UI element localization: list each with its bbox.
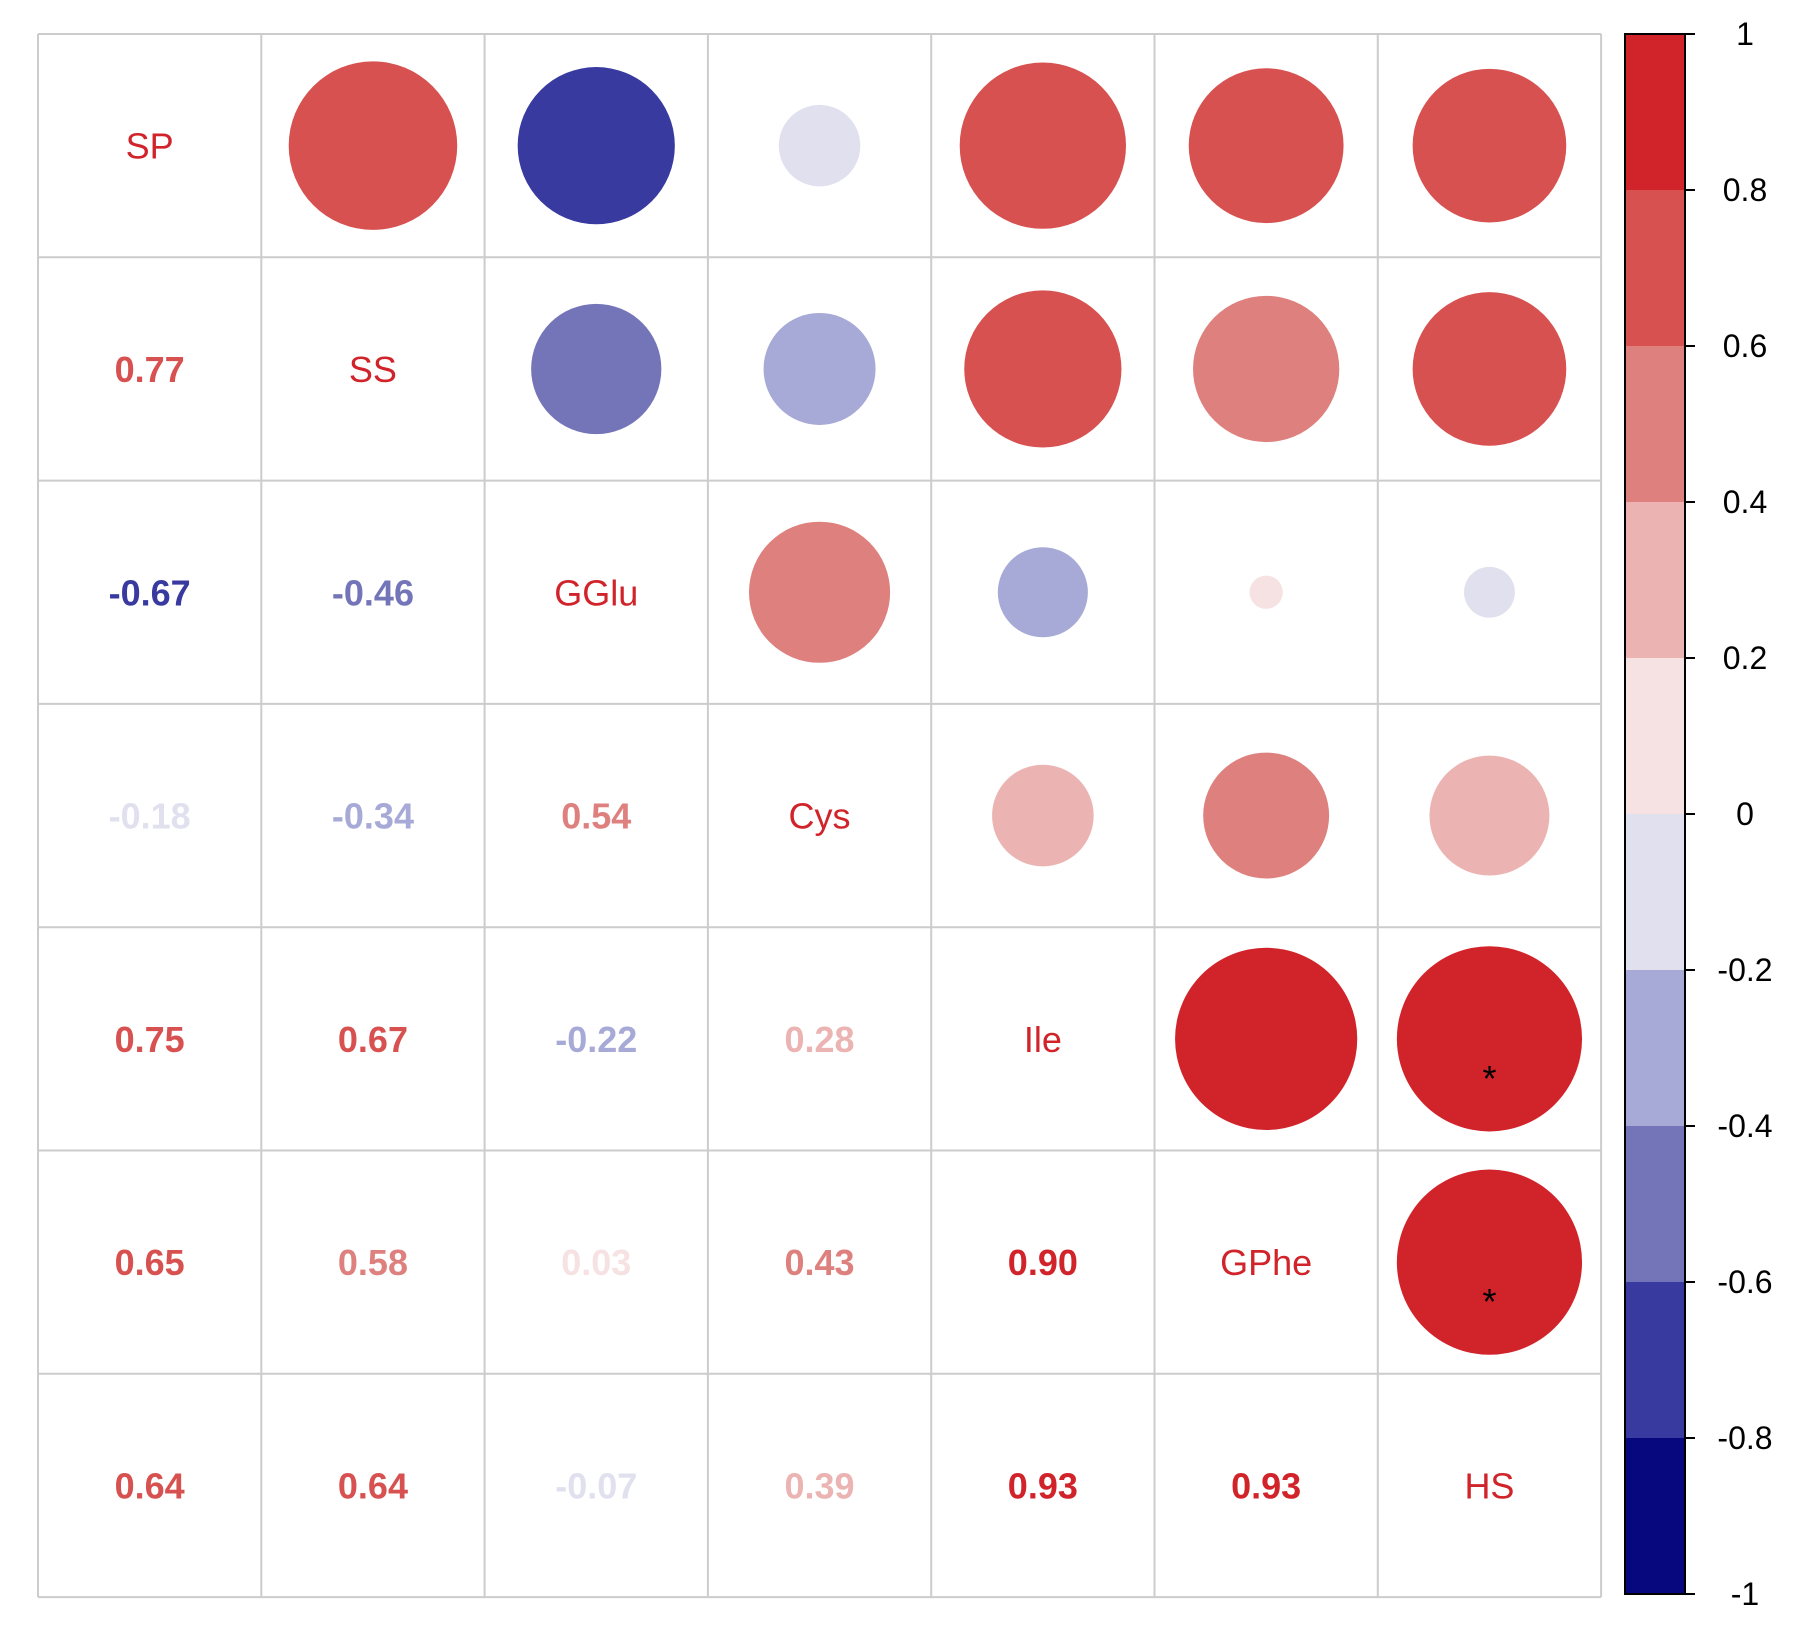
correlation-circle (1464, 566, 1515, 618)
correlation-circle (288, 61, 458, 230)
coefficient-label: -0.22 (555, 1019, 637, 1060)
variable-label-ile: Ile (1024, 1019, 1062, 1060)
coefficient-label: 0.58 (338, 1242, 408, 1283)
variable-label-ss: SS (349, 349, 397, 390)
coefficient-label: -0.46 (332, 572, 414, 613)
coefficient-label: -0.18 (109, 796, 191, 837)
colorbar-tick-label: -0.2 (1717, 952, 1772, 988)
correlation-circle (997, 547, 1088, 638)
correlation-circle (964, 290, 1122, 448)
colorbar-tick-label: 0 (1736, 796, 1754, 832)
colorbar-tick-label: 0.6 (1723, 328, 1767, 364)
coefficient-label: 0.67 (338, 1019, 408, 1060)
coefficient-label: 0.77 (115, 349, 185, 390)
variable-label-hs: HS (1464, 1465, 1514, 1506)
coefficient-label: 0.28 (785, 1019, 855, 1060)
colorbar-tick-label: 1 (1736, 16, 1754, 52)
coefficient-label: -0.67 (109, 572, 191, 613)
correlation-circle (517, 67, 675, 225)
significance-star: * (1482, 1281, 1496, 1322)
variable-label-gphe: GPhe (1220, 1242, 1312, 1283)
coefficient-label: 0.64 (115, 1465, 185, 1506)
colorbar-bin (1625, 502, 1685, 658)
colorbar-tick-label: 0.8 (1723, 172, 1767, 208)
correlation-circle (1396, 1169, 1583, 1355)
colorbar-tick-label: -0.6 (1717, 1264, 1772, 1300)
correlation-circle (1193, 295, 1340, 443)
coefficient-label: -0.07 (555, 1465, 637, 1506)
correlation-circle (763, 312, 876, 425)
colorbar-bin (1625, 970, 1685, 1126)
variable-label-cys: Cys (789, 796, 851, 837)
coefficient-label: 0.90 (1008, 1242, 1078, 1283)
coefficient-label: 0.39 (785, 1465, 855, 1506)
colorbar: 1 0.8 0.6 0.4 0.2 0 -0.2 -0.4 -0.6 -0.8 -1 (1624, 16, 1773, 1612)
colorbar-tick-label: 0.2 (1723, 640, 1767, 676)
variable-label-sp: SP (126, 126, 174, 167)
coefficient-label: 0.75 (115, 1019, 185, 1060)
colorbar-bin (1625, 34, 1685, 190)
variable-label-gglu: GGlu (554, 572, 638, 613)
correlation-circle (1249, 575, 1283, 609)
correlation-circle (1412, 68, 1567, 223)
correlation-circle (1203, 752, 1330, 879)
correlation-circle (1429, 755, 1550, 876)
correlation-circle (1396, 946, 1583, 1132)
coefficient-label: -0.34 (332, 796, 414, 837)
coefficient-label: 0.64 (338, 1465, 408, 1506)
coefficient-label: 0.93 (1231, 1465, 1301, 1506)
correlation-circle (748, 521, 891, 663)
coefficient-label: 0.65 (115, 1242, 185, 1283)
colorbar-bin (1625, 1282, 1685, 1438)
colorbar-tick-label: -0.8 (1717, 1420, 1772, 1456)
colorbar-tick-label: -1 (1731, 1576, 1759, 1612)
correlation-circle (992, 764, 1094, 867)
coefficient-label: 0.43 (785, 1242, 855, 1283)
correlation-circle (959, 62, 1127, 229)
matrix-cells: SP 0.77 SS -0.67 -0.46 GGlu -0.18 -0.34 0.54 Cys 0… (109, 61, 1583, 1506)
colorbar-bin (1625, 346, 1685, 502)
colorbar-tick-label: -0.4 (1717, 1108, 1772, 1144)
coefficient-label: 0.93 (1008, 1465, 1078, 1506)
matrix-grid (37, 33, 1603, 1599)
colorbar-bin (1625, 658, 1685, 814)
colorbar-bin (1625, 1126, 1685, 1282)
correlation-circle (1188, 68, 1344, 224)
colorbar-bin (1625, 1438, 1685, 1594)
colorbar-bin (1625, 814, 1685, 970)
coefficient-label: 0.54 (561, 796, 631, 837)
significance-star: * (1482, 1058, 1496, 1099)
colorbar-bin (1625, 190, 1685, 346)
correlation-circle (1412, 292, 1567, 446)
colorbar-tick-label: 0.4 (1723, 484, 1767, 520)
correlation-circle (1175, 947, 1358, 1130)
correlation-circle (778, 104, 861, 187)
coefficient-label: 0.03 (561, 1242, 631, 1283)
correlation-circle (531, 303, 662, 435)
